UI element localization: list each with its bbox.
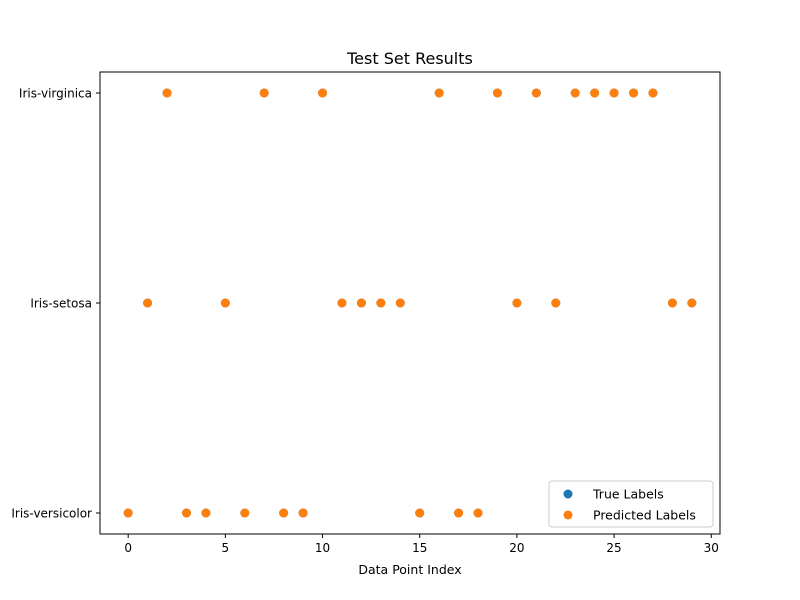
y-tick-label: Iris-virginica [19,87,92,101]
point-predicted-6 [240,508,250,518]
legend-label-true: True Labels [592,487,664,502]
plot-frame [99,71,721,535]
point-predicted-0 [123,508,133,518]
point-predicted-1 [143,298,153,308]
legend: True Labels Predicted Labels [548,480,714,528]
x-axis: 0 5 10 15 20 25 30 [124,534,719,555]
chart-title: Test Set Results [346,49,473,68]
point-predicted-20 [512,298,522,308]
x-axis-label: Data Point Index [358,562,461,577]
point-predicted-9 [298,508,308,518]
point-predicted-25 [609,88,619,98]
point-predicted-2 [162,88,172,98]
legend-label-predicted: Predicted Labels [593,508,696,523]
point-predicted-4 [201,508,211,518]
legend-box [548,480,714,528]
point-predicted-17 [454,508,464,518]
point-predicted-27 [648,88,658,98]
point-predicted-26 [629,88,639,98]
point-predicted-21 [531,88,541,98]
point-predicted-23 [570,88,580,98]
point-predicted-12 [356,298,366,308]
point-predicted-5 [220,298,230,308]
point-predicted-3 [181,508,191,518]
point-predicted-18 [473,508,483,518]
points-layer [123,88,697,518]
point-predicted-14 [395,298,405,308]
x-tick-label: 25 [606,541,621,555]
x-tick-label: 20 [509,541,524,555]
x-tick-label: 0 [124,541,132,555]
y-tick-label: Iris-setosa [30,297,92,311]
point-predicted-22 [551,298,561,308]
point-predicted-28 [667,298,677,308]
x-tick-label: 10 [315,541,330,555]
point-predicted-8 [279,508,289,518]
point-predicted-13 [376,298,386,308]
y-axis: Iris-versicolor Iris-setosa Iris-virginica [11,87,100,521]
point-predicted-19 [492,88,502,98]
point-predicted-15 [415,508,425,518]
point-predicted-24 [590,88,600,98]
point-predicted-11 [337,298,347,308]
x-tick-label: 15 [412,541,427,555]
legend-marker-true [563,489,573,499]
x-tick-label: 30 [704,541,719,555]
point-predicted-29 [687,298,697,308]
point-predicted-10 [318,88,328,98]
point-predicted-7 [259,88,269,98]
x-tick-label: 5 [222,541,230,555]
legend-marker-predicted [563,510,573,520]
y-tick-label: Iris-versicolor [11,507,92,521]
point-predicted-16 [434,88,444,98]
